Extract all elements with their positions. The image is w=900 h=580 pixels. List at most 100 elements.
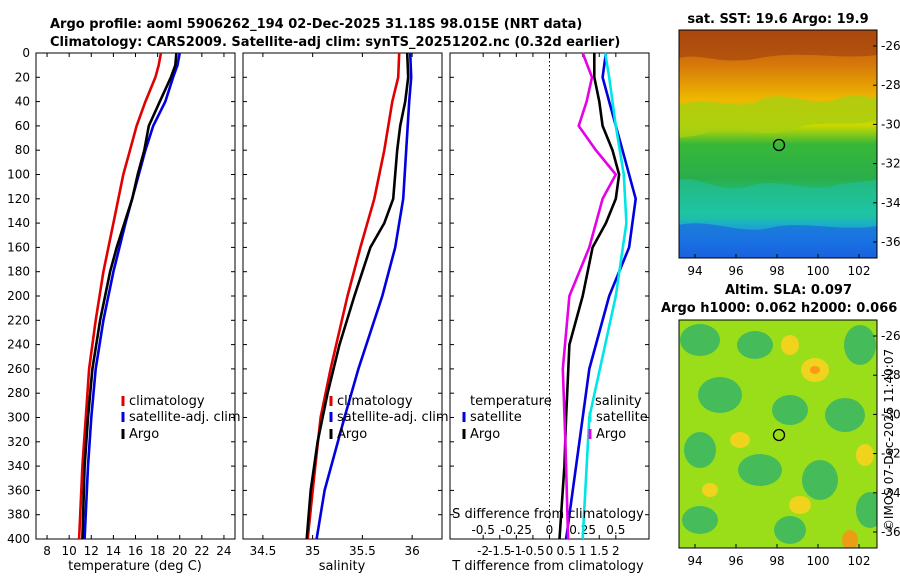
legend-label-argo: Argo <box>337 427 367 442</box>
depth-tick-label: 240 <box>7 338 30 352</box>
sst-map-title: sat. SST: 19.6 Argo: 19.9 <box>687 12 868 27</box>
map-x-tick-label: 94 <box>687 264 702 278</box>
x-tick-label: 10 <box>62 544 77 558</box>
map-axes: 94 96 98 100 102 -26 -28 -30 -32 -34 -36 94 96 98 100 1… <box>687 39 900 568</box>
s-diff-tick-label: -0.5 <box>471 523 494 537</box>
series-line-climatology <box>77 52 163 540</box>
series-line-t-argo <box>558 53 621 540</box>
map-y-tick-label: -26 <box>881 329 900 343</box>
series-line-s-argo <box>561 52 618 540</box>
depth-tick-label: 340 <box>7 459 30 473</box>
x-tick-label: 20 <box>172 544 187 558</box>
sla-map-title2: Argo h1000: 0.062 h2000: 0.066 <box>661 301 897 316</box>
x-tick-label: 34.5 <box>250 544 277 558</box>
x-tick-label: -1 <box>510 544 522 558</box>
imos-credit: ©IMOS 07-Dec-2025 11:40:07 <box>882 349 896 531</box>
map-x-tick-label: 102 <box>848 554 871 568</box>
series-line-satellite-adj-clim <box>315 52 413 540</box>
map-x-tick-label: 94 <box>687 554 702 568</box>
map-y-tick-label: -26 <box>881 39 900 53</box>
series-line-argo <box>305 52 410 540</box>
x-tick-label: -2 <box>477 544 489 558</box>
map-y-tick-label: -34 <box>881 196 900 210</box>
s-diff-tick-label: 0.5 <box>606 523 625 537</box>
map-y-tick-label: -36 <box>881 235 900 249</box>
map-y-tick-label: -36 <box>881 525 900 539</box>
legend-label-satellite: satellite-adj. clim <box>129 410 241 425</box>
x-tick-label: 22 <box>194 544 209 558</box>
s-diff-tick-label: -0.25 <box>501 523 532 537</box>
difference-top-label: S difference from climatology <box>452 507 644 522</box>
legend-title-temperature: temperature <box>470 394 552 409</box>
title-line2: Climatology: CARS2009. Satellite-adj cli… <box>50 35 620 50</box>
x-tick-label: 36 <box>405 544 420 558</box>
temperature-plot: 8 10 12 14 16 18 20 22 24 <box>43 52 232 558</box>
legend-label-climatology: climatology <box>337 394 413 409</box>
x-tick-label: 14 <box>106 544 121 558</box>
legend-label-satellite: satellite-adj. clim <box>337 410 449 425</box>
depth-tick-label: 20 <box>15 70 30 84</box>
depth-tick-label: 60 <box>15 119 30 133</box>
depth-tick-label: 220 <box>7 313 30 327</box>
x-tick-label: -0.5 <box>521 544 544 558</box>
map-x-tick-label: 102 <box>848 264 871 278</box>
x-tick-label: 1 <box>579 544 587 558</box>
x-tick-label: 1.5 <box>590 544 609 558</box>
legend-label-s-satellite: satellite <box>596 410 648 425</box>
series-line-s-satellite <box>581 52 628 540</box>
map-x-tick-label: 100 <box>807 264 830 278</box>
sla-map <box>679 320 877 548</box>
depth-tick-label: 120 <box>7 192 30 206</box>
sst-map <box>679 30 877 258</box>
depth-tick-label: 380 <box>7 508 30 522</box>
depth-tick-label: 160 <box>7 240 30 254</box>
difference-xlabel: T difference from climatology <box>451 559 644 574</box>
depth-tick-label: 200 <box>7 289 30 303</box>
depth-tick-label: 100 <box>7 168 30 182</box>
map-x-tick-label: 98 <box>769 554 784 568</box>
sla-map-title1: Altim. SLA: 0.097 <box>725 283 852 298</box>
map-y-tick-label: -32 <box>881 157 900 171</box>
map-y-tick-label: -34 <box>881 486 900 500</box>
x-tick-label: 0.5 <box>557 544 576 558</box>
difference-plot: -2-1.5-1-0.5 0 0.5 1 1.5 2-0.5 -0.25 0 0.25 0.5 <box>471 52 638 558</box>
temperature-legend: climatology satellite-adj. clim Argo <box>121 394 241 442</box>
depth-tick-label: 180 <box>7 265 30 279</box>
depth-tick-label: 280 <box>7 386 30 400</box>
depth-tick-label: 400 <box>7 532 30 546</box>
x-tick-label: 35 <box>305 544 320 558</box>
depth-axis: 0 20 40 60 80 100 120 140 160 180 200 220 240 260 280 3… <box>7 46 649 546</box>
salinity-plot: 34.5 35 35.5 36 <box>250 52 420 558</box>
sst-float-marker <box>772 138 786 152</box>
x-tick-label: -1.5 <box>488 544 511 558</box>
x-tick-label: 35.5 <box>349 544 376 558</box>
map-y-tick-label: -32 <box>881 447 900 461</box>
series-line-t-satellite <box>564 52 638 540</box>
sla-float-marker <box>772 428 786 442</box>
map-y-tick-label: -28 <box>881 78 900 92</box>
depth-tick-label: 140 <box>7 216 30 230</box>
depth-tick-label: 40 <box>15 95 30 109</box>
sla-map-frame <box>678 319 878 549</box>
x-tick-label: 12 <box>84 544 99 558</box>
title-line1: Argo profile: aoml 5906262_194 02-Dec-20… <box>50 17 582 32</box>
x-tick-label: 8 <box>43 544 51 558</box>
x-tick-label: 18 <box>150 544 165 558</box>
x-tick-label: 24 <box>216 544 231 558</box>
map-y-tick-label: -30 <box>881 407 900 421</box>
depth-tick-label: 300 <box>7 411 30 425</box>
s-diff-tick-label: 0 <box>546 523 554 537</box>
legend-title-salinity: salinity <box>595 394 642 409</box>
map-x-tick-label: 96 <box>728 554 743 568</box>
temperature-xlabel: temperature (deg C) <box>68 559 202 574</box>
x-tick-label: 2 <box>612 544 620 558</box>
difference-legend: temperature satellite Argo salinity sate… <box>462 394 648 442</box>
map-y-tick-label: -28 <box>881 368 900 382</box>
legend-label-t-satellite: satellite <box>470 410 522 425</box>
legend-label-climatology: climatology <box>129 394 205 409</box>
x-tick-label: 16 <box>128 544 143 558</box>
x-tick-label: 0 <box>546 544 554 558</box>
legend-label-s-argo: Argo <box>596 427 626 442</box>
salinity-axes <box>242 52 443 540</box>
